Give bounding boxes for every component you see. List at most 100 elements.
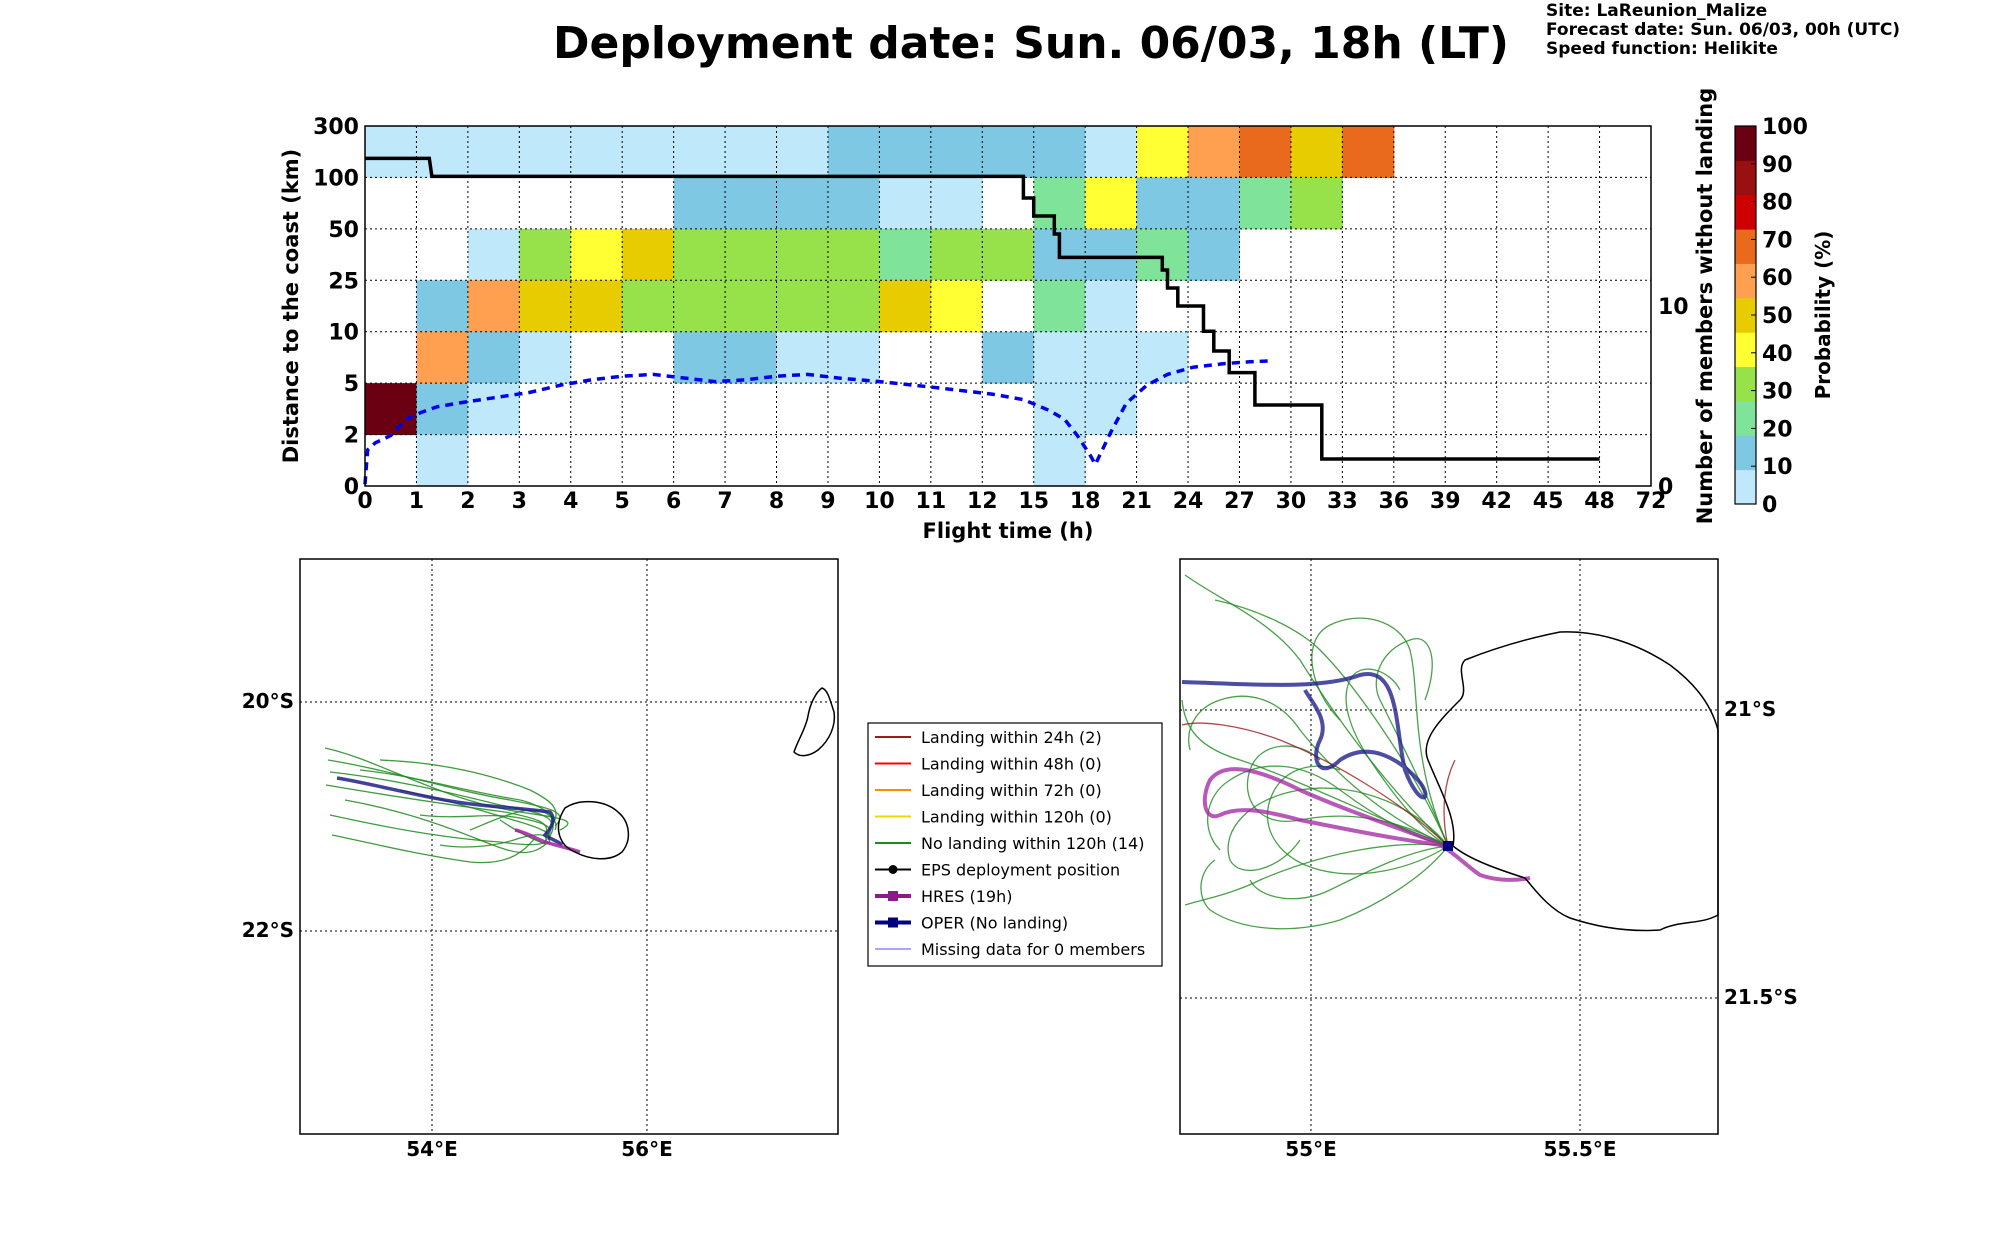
y2-tick-label: 10	[1658, 295, 1689, 320]
trajectory-line	[1184, 843, 1449, 906]
colorbar-tick-labels: 0 10 20 30 40 50 60 70 80 90 100	[1751, 115, 1808, 518]
x-tick-label: 39	[1430, 489, 1461, 514]
heatmap-cell	[1239, 126, 1292, 178]
heatmap-cell	[725, 280, 778, 333]
x-tick-label: 42	[1481, 489, 1512, 514]
legend-entry: HRES (19h)	[875, 887, 1012, 906]
colorbar-cell	[1735, 469, 1756, 505]
heatmap-cell	[519, 228, 572, 281]
regional-trajectory-map: 20°S 22°S 54°E 56°E	[242, 558, 839, 1161]
longitude-label: 55.5°E	[1543, 1137, 1616, 1161]
x-tick-label: 12	[967, 489, 998, 514]
x-tick-label: 48	[1584, 489, 1615, 514]
heatmap-cell	[365, 383, 417, 436]
trajectory-line	[1200, 845, 1449, 930]
heatmap-cell	[365, 126, 417, 178]
y-tick-label: 50	[328, 218, 359, 243]
legend-entry: Landing within 72h (0)	[875, 781, 1102, 800]
colorbar-tick-label: 0	[1762, 493, 1777, 518]
latitude-label: 21.5°S	[1724, 985, 1798, 1009]
heatmap-cell	[725, 331, 778, 384]
legend-entry: Landing within 48h (0)	[875, 755, 1102, 774]
heatmap-cell	[1033, 177, 1086, 230]
heatmap-cell	[1136, 331, 1189, 384]
heatmap-cell	[879, 280, 932, 333]
heatmap-cell	[570, 126, 623, 178]
legend-label: No landing within 120h (14)	[921, 834, 1144, 853]
heatmap-cell	[1085, 228, 1138, 281]
heatmap-cell	[1085, 331, 1138, 384]
heatmap-frame	[364, 125, 1652, 487]
trajectory-line	[1181, 722, 1449, 847]
x-tick-label: 8	[769, 489, 784, 514]
x-tick-label: 24	[1173, 489, 1204, 514]
heatmap-cell	[673, 331, 726, 384]
members-without-landing-line	[365, 156, 1600, 461]
colorbar-tick-label: 10	[1762, 455, 1793, 480]
heatmap-cell	[982, 331, 1035, 384]
heatmap-cell	[416, 331, 469, 384]
y-tick-label: 100	[313, 166, 359, 191]
colorbar-cell	[1735, 435, 1756, 471]
colorbar-cell	[1735, 400, 1756, 436]
heatmap-cell	[1136, 177, 1189, 230]
x-tick-label: 0	[357, 489, 372, 514]
zoomed-trajectory-map: 21°S 21.5°S 55°E 55.5°E	[1179, 558, 1798, 1161]
trajectory-line	[327, 759, 561, 827]
x-tick-label: 6	[666, 489, 681, 514]
heatmap-cell	[776, 280, 829, 333]
heatmap-cell	[673, 126, 726, 178]
trajectory-line	[1188, 695, 1449, 847]
legend-entry: Missing data for 0 members	[875, 940, 1145, 959]
colorbar-cell	[1735, 160, 1756, 196]
y2-axis-label: Number of members without landing	[1693, 88, 1717, 525]
heatmap-cell	[1085, 126, 1138, 178]
colorbar-cell	[1735, 229, 1756, 264]
x-tick-label: 7	[717, 489, 732, 514]
heatmap-cell	[519, 280, 572, 333]
heatmap-cell	[930, 177, 983, 230]
colorbar-tick-label: 80	[1762, 191, 1793, 216]
x-tick-label: 4	[563, 489, 578, 514]
legend-label: Landing within 72h (0)	[921, 781, 1102, 800]
heatmap-cell	[827, 126, 880, 178]
trajectory-legend: Landing within 24h (2) Landing within 48h…	[867, 722, 1163, 967]
heatmap-cell	[982, 126, 1035, 178]
heatmap-cell	[827, 280, 880, 333]
y-tick-label: 5	[344, 372, 359, 397]
trajectory-line	[379, 759, 557, 829]
y-tick-label: 300	[313, 115, 359, 140]
deployment-position-marker	[1443, 841, 1453, 851]
left-map-frame	[299, 558, 839, 1135]
heatmap-cell	[725, 228, 778, 281]
heatmap-cell	[416, 383, 469, 436]
heatmap-cell	[1033, 280, 1086, 333]
heatmap-cell	[1085, 383, 1138, 436]
colorbar-label: Probability (%)	[1811, 231, 1835, 400]
x-tick-label: 2	[460, 489, 475, 514]
x-tick-label: 1	[409, 489, 424, 514]
y-axis-label: Distance to the coast (km)	[279, 149, 303, 464]
colorbar-tick-label: 20	[1762, 417, 1793, 442]
legend-entry: Landing within 24h (2)	[875, 728, 1102, 747]
trajectory-line	[1345, 668, 1449, 847]
figure-title: Deployment date: Sun. 06/03, 18h (LT)	[553, 18, 1509, 69]
colorbar-cell	[1735, 126, 1756, 161]
x-tick-label: 3	[512, 489, 527, 514]
legend-marker	[888, 917, 898, 928]
x-tick-label: 18	[1070, 489, 1101, 514]
colorbar-tick-label: 90	[1762, 153, 1793, 178]
heatmap-cell	[673, 228, 726, 281]
legend-marker	[888, 891, 898, 901]
colorbar-cell	[1735, 297, 1756, 333]
legend-entries: Landing within 24h (2) Landing within 48h…	[875, 728, 1145, 959]
heatmap-cell	[467, 228, 520, 281]
heatmap-cell	[1085, 177, 1138, 230]
heatmap-cell	[1033, 434, 1086, 487]
heatmap-cell	[776, 228, 829, 281]
colorbar-tick-label: 100	[1762, 115, 1808, 140]
early-landing-trajectories	[1181, 722, 1456, 847]
trajectory-line	[344, 799, 549, 854]
